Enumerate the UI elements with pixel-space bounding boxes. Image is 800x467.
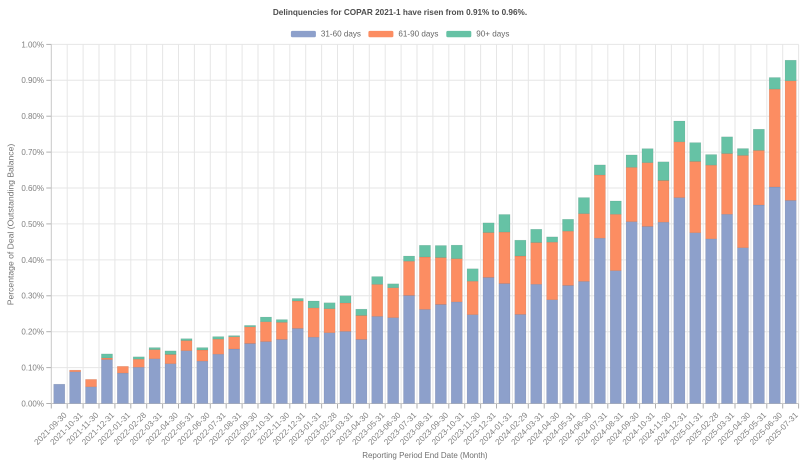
svg-text:0.80%: 0.80% — [21, 112, 44, 121]
svg-text:31-60 days: 31-60 days — [321, 29, 361, 38]
svg-text:0.20%: 0.20% — [21, 328, 44, 337]
svg-text:0.00%: 0.00% — [21, 399, 44, 408]
svg-text:0.10%: 0.10% — [21, 364, 44, 373]
svg-text:0.70%: 0.70% — [21, 148, 44, 157]
svg-text:1.00%: 1.00% — [21, 40, 44, 49]
svg-text:61-90 days: 61-90 days — [398, 29, 438, 38]
svg-text:Reporting Period End Date (Mon: Reporting Period End Date (Month) — [362, 451, 488, 460]
svg-text:0.90%: 0.90% — [21, 76, 44, 85]
svg-text:0.30%: 0.30% — [21, 292, 44, 301]
svg-text:0.60%: 0.60% — [21, 184, 44, 193]
svg-text:0.40%: 0.40% — [21, 256, 44, 265]
svg-text:90+ days: 90+ days — [476, 29, 509, 38]
svg-text:Percentage of Deal (Outstandin: Percentage of Deal (Outstanding Balance) — [6, 144, 16, 306]
svg-text:0.50%: 0.50% — [21, 220, 44, 229]
svg-text:Delinquencies for COPAR 2021-1: Delinquencies for COPAR 2021-1 have rise… — [273, 8, 527, 17]
